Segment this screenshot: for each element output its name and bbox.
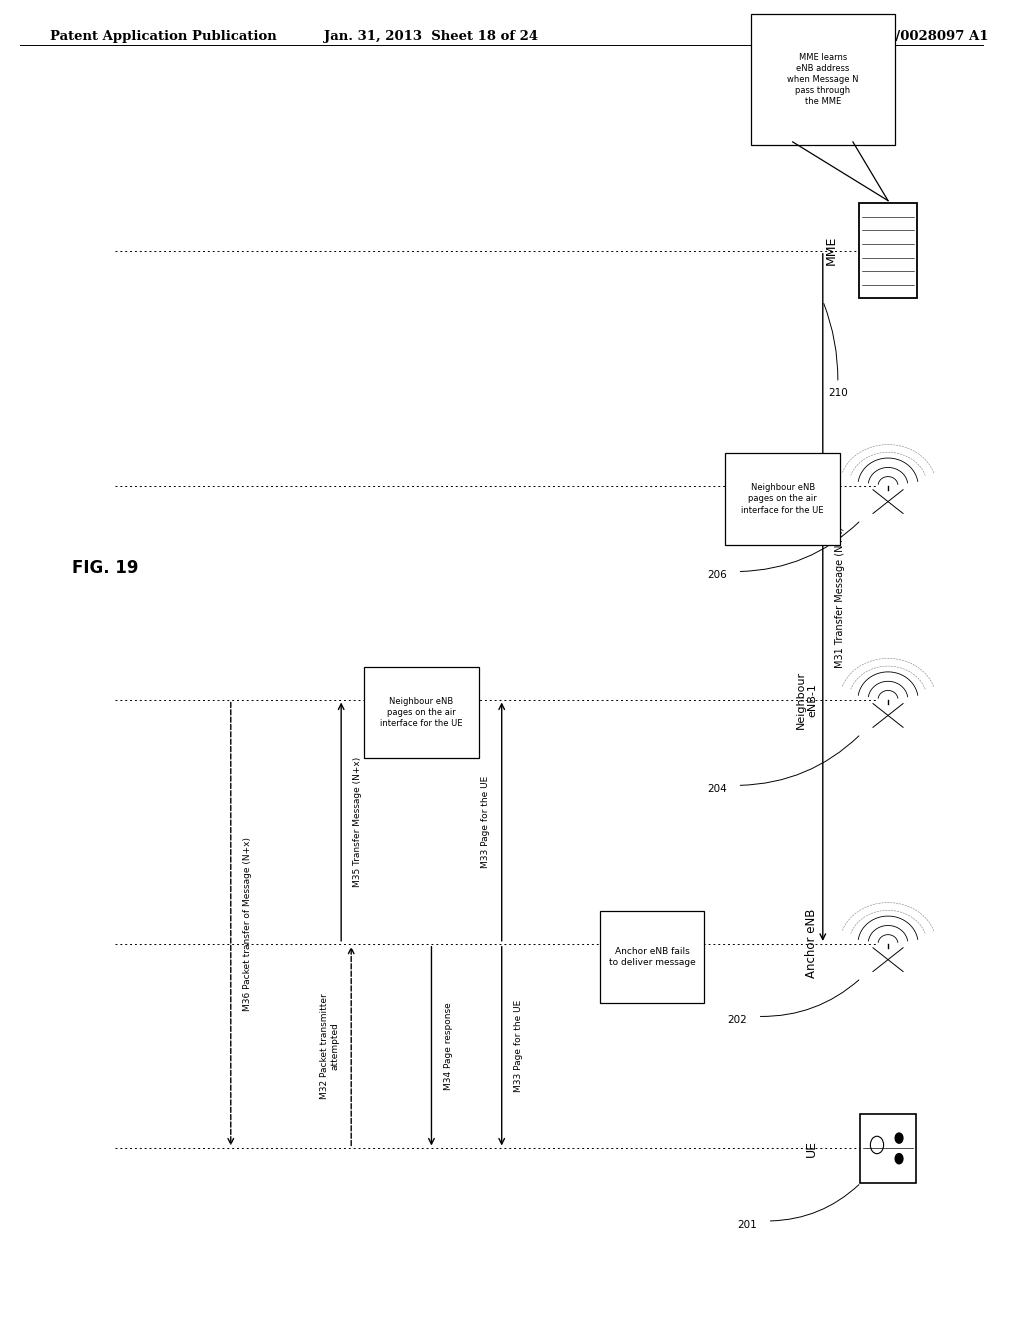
Text: MME learns
eNB address
when Message N
pass through
the MME: MME learns eNB address when Message N pa…	[787, 53, 858, 106]
Text: US 2013/0028097 A1: US 2013/0028097 A1	[833, 30, 988, 44]
Text: Neighbour
eNB-2: Neighbour eNB-2	[797, 457, 818, 515]
FancyBboxPatch shape	[600, 911, 705, 1003]
Text: M33 Page for the UE: M33 Page for the UE	[514, 1001, 522, 1092]
Text: Neighbour eNB
pages on the air
interface for the UE: Neighbour eNB pages on the air interface…	[741, 483, 824, 515]
Text: MME: MME	[825, 236, 838, 265]
Text: Neighbour
eNB-1: Neighbour eNB-1	[797, 671, 818, 729]
FancyBboxPatch shape	[725, 453, 840, 544]
Text: Anchor eNB fails
to deliver message: Anchor eNB fails to deliver message	[609, 946, 695, 968]
Circle shape	[895, 1154, 903, 1164]
Text: M32 Packet transmitter
attempted: M32 Packet transmitter attempted	[319, 993, 339, 1100]
FancyBboxPatch shape	[751, 15, 895, 144]
Text: 210: 210	[828, 388, 848, 399]
Text: Jan. 31, 2013  Sheet 18 of 24: Jan. 31, 2013 Sheet 18 of 24	[325, 30, 539, 44]
Text: 204: 204	[708, 784, 727, 795]
Text: Neighbour eNB
pages on the air
interface for the UE: Neighbour eNB pages on the air interface…	[380, 697, 463, 729]
Text: M36 Packet transfer of Message (N+x): M36 Packet transfer of Message (N+x)	[243, 837, 252, 1011]
Text: Anchor eNB: Anchor eNB	[805, 909, 818, 978]
Bar	[859, 203, 918, 298]
Text: M31 Transfer Message (N+x): M31 Transfer Message (N+x)	[835, 527, 845, 668]
Text: 206: 206	[708, 570, 727, 581]
Text: M33 Page for the UE: M33 Page for the UE	[480, 776, 489, 867]
Text: 202: 202	[728, 1015, 748, 1026]
Bar	[860, 1114, 915, 1183]
Text: M35 Transfer Message (N+x): M35 Transfer Message (N+x)	[353, 756, 362, 887]
Circle shape	[870, 1137, 884, 1154]
Circle shape	[895, 1133, 903, 1143]
Text: UE: UE	[805, 1140, 818, 1156]
Text: FIG. 19: FIG. 19	[72, 558, 138, 577]
Text: M34 Page response: M34 Page response	[443, 1002, 453, 1090]
FancyBboxPatch shape	[365, 668, 478, 758]
Text: 201: 201	[737, 1220, 758, 1230]
Text: Patent Application Publication: Patent Application Publication	[50, 30, 276, 44]
